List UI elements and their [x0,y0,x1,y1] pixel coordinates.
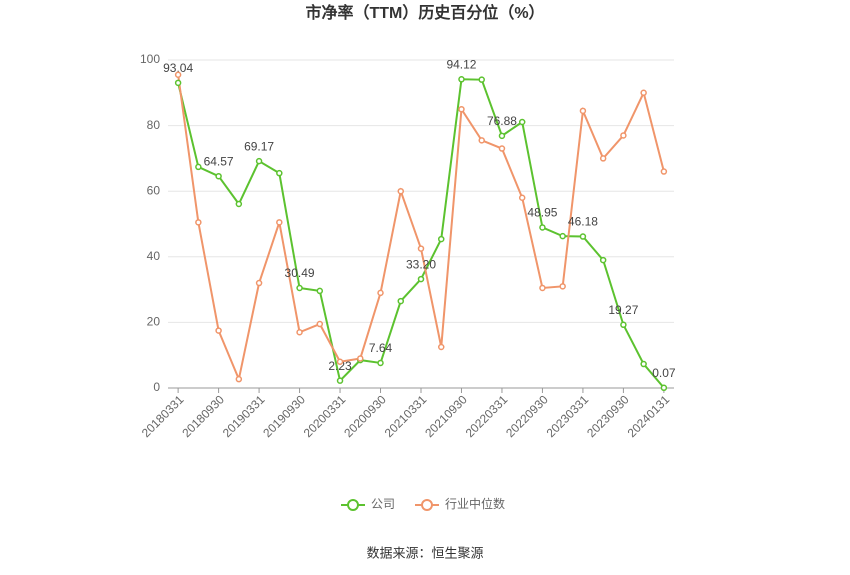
data-point [579,107,587,115]
data-label: 7.64 [369,341,393,355]
data-point [518,118,526,126]
data-label: 93.04 [163,61,193,75]
x-tick-label: 20180930 [179,392,227,440]
data-point [174,71,182,79]
data-point [579,233,587,240]
y-tick-label: 60 [147,183,161,197]
data-point [660,384,668,392]
data-point [539,224,546,231]
x-tick-label: 20210331 [382,392,430,440]
data-point [458,76,465,83]
data-point [336,377,344,384]
data-point [377,359,384,367]
data-point [296,284,303,292]
y-tick-label: 100 [140,52,160,66]
chart-title: 市净率（TTM）历史百分位（%） [305,3,544,22]
data-point [539,284,546,292]
data-point [255,157,263,165]
data-point [357,355,364,362]
data-point [255,279,263,287]
data-point [640,360,647,368]
data-label: 76.88 [487,114,517,128]
data-point [316,320,324,328]
x-tick-label: 20230930 [584,392,632,440]
legend-marker [421,499,433,511]
x-tick-label: 20190331 [220,392,268,440]
y-tick-label: 40 [147,249,161,263]
data-label: 69.17 [244,139,274,153]
data-point [296,328,303,336]
data-label: 19.27 [608,303,638,317]
y-tick-label: 0 [153,380,160,394]
data-point [195,163,202,171]
legend-marker [347,499,359,511]
data-point [478,76,485,83]
x-tick-label: 20230331 [544,392,592,440]
data-point [620,132,627,139]
data-point [397,187,405,195]
data-point [458,105,465,113]
data-point [316,287,324,295]
data-point [498,145,506,152]
data-point [417,245,425,252]
data-point [215,327,222,334]
data-point [620,321,627,329]
data-label: 46.18 [568,215,598,229]
data-point [559,232,566,240]
source-note: 数据来源：恒生聚源 [366,545,483,560]
legend-label: 公司 [371,497,395,511]
data-label: 94.12 [446,57,476,71]
data-point [397,297,405,305]
data-label: 33.20 [406,257,436,271]
data-label: 48.95 [527,206,557,220]
x-tick-label: 20190930 [260,392,308,440]
data-point [599,155,607,162]
legend-label: 行业中位数 [445,496,505,511]
data-point [437,235,445,243]
data-point [276,169,283,177]
data-point [559,283,566,290]
data-point [174,79,182,87]
data-label: 30.49 [285,266,315,280]
data-point [518,194,526,202]
x-tick-label: 20180331 [139,392,187,440]
x-tick-label: 20240131 [625,392,673,440]
data-point [599,256,607,264]
data-point [215,172,222,180]
y-tick-label: 20 [147,315,161,329]
data-point [276,219,283,226]
data-point [235,375,243,383]
data-point [660,168,668,175]
x-tick-label: 20200930 [341,392,389,440]
data-label: 0.07 [652,366,676,380]
data-label: 2.23 [328,359,352,373]
data-point [498,132,506,140]
data-label: 64.57 [204,154,234,168]
x-tick-label: 20200331 [301,392,349,440]
data-point [336,358,344,366]
data-point [478,137,485,144]
y-tick-label: 80 [147,118,161,132]
data-point [640,89,647,97]
data-point [437,343,445,351]
data-point [377,289,384,297]
x-tick-label: 20210930 [422,392,470,440]
data-point [235,200,243,208]
data-point [417,275,425,283]
x-tick-label: 20220331 [463,392,511,440]
x-tick-label: 20220930 [503,392,551,440]
data-point [195,219,202,226]
